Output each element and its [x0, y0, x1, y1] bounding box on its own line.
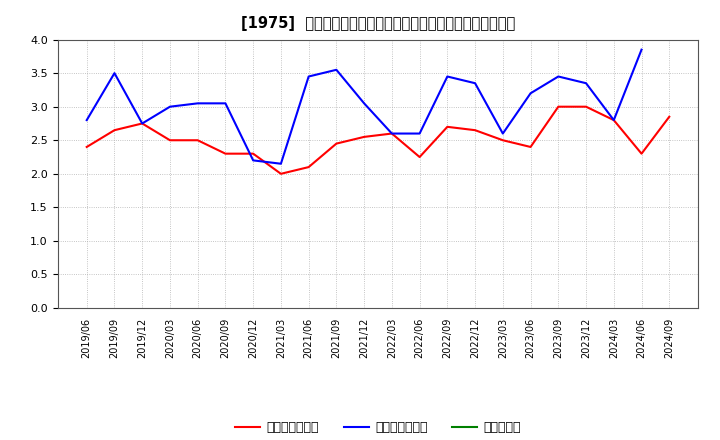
- 買入債務回転率: [554, 74, 562, 79]
- 売上債権回転率: [276, 171, 285, 176]
- 売上債権回転率: [221, 151, 230, 156]
- 売上債権回転率: [305, 165, 313, 170]
- 買入債務回転率: [194, 101, 202, 106]
- 買入債務回転率: [582, 81, 590, 86]
- 買入債務回転率: [526, 91, 535, 96]
- 売上債権回転率: [166, 138, 174, 143]
- 売上債権回転率: [360, 134, 369, 139]
- 買入債務回転率: [637, 47, 646, 52]
- 買入債務回転率: [249, 158, 258, 163]
- 売上債権回転率: [249, 151, 258, 156]
- Line: 買入債務回転率: 買入債務回転率: [86, 50, 642, 164]
- 売上債権回転率: [138, 121, 147, 126]
- Title: [1975]  売上債権回転率、買入債務回転率、在庫回転率の推移: [1975] 売上債権回転率、買入債務回転率、在庫回転率の推移: [241, 16, 515, 32]
- 買入債務回転率: [82, 117, 91, 123]
- 買入債務回転率: [443, 74, 451, 79]
- Legend: 売上債権回転率, 買入債務回転率, 在庫回転率: 売上債権回転率, 買入債務回転率, 在庫回転率: [230, 416, 526, 439]
- 買入債務回転率: [221, 101, 230, 106]
- 売上債権回転率: [443, 124, 451, 129]
- 売上債権回転率: [415, 154, 424, 160]
- 売上債権回転率: [194, 138, 202, 143]
- 買入債務回転率: [360, 101, 369, 106]
- 売上債権回転率: [637, 151, 646, 156]
- Line: 売上債権回転率: 売上債権回転率: [86, 106, 670, 174]
- 買入債務回転率: [609, 117, 618, 123]
- 買入債務回転率: [387, 131, 396, 136]
- 売上債権回転率: [387, 131, 396, 136]
- 売上債権回転率: [471, 128, 480, 133]
- 買入債務回転率: [276, 161, 285, 166]
- 売上債権回転率: [582, 104, 590, 109]
- 買入債務回転率: [415, 131, 424, 136]
- 売上債権回転率: [526, 144, 535, 150]
- 買入債務回転率: [138, 121, 147, 126]
- 買入債務回転率: [166, 104, 174, 109]
- 買入債務回転率: [305, 74, 313, 79]
- 売上債権回転率: [498, 138, 507, 143]
- 買入債務回転率: [110, 70, 119, 76]
- 売上債権回転率: [82, 144, 91, 150]
- 売上債権回転率: [609, 117, 618, 123]
- 売上債権回転率: [665, 114, 674, 119]
- 買入債務回転率: [332, 67, 341, 73]
- 買入債務回転率: [498, 131, 507, 136]
- 売上債権回転率: [110, 128, 119, 133]
- 売上債権回転率: [332, 141, 341, 146]
- 売上債権回転率: [554, 104, 562, 109]
- 買入債務回転率: [471, 81, 480, 86]
